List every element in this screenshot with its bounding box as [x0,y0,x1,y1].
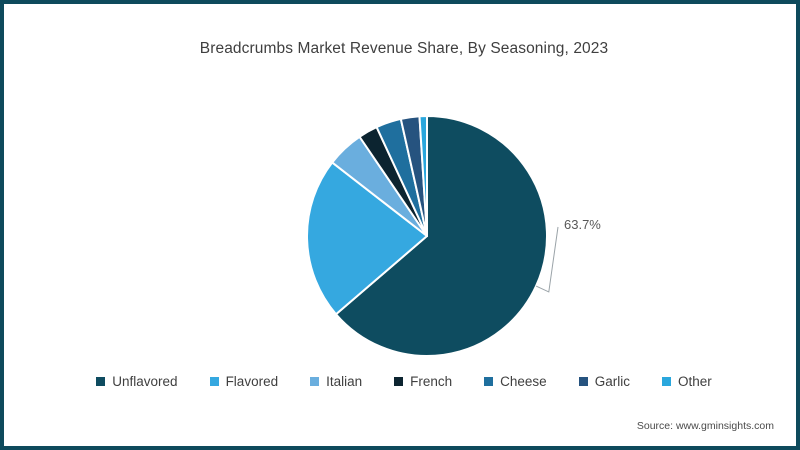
legend-item-flavored[interactable]: Flavored [209,374,279,389]
legend-swatch-icon [484,377,494,386]
source-note: Source: www.gminsights.com [636,420,774,432]
legend-item-unflavored[interactable]: Unflavored [96,374,178,389]
pie-slice-group [306,115,548,357]
legend-item-french[interactable]: French [394,374,452,389]
pie-slice-flavored[interactable] [306,161,428,316]
legend-item-garlic[interactable]: Garlic [578,374,630,389]
legend-item-label: Flavored [225,374,279,389]
legend-item-label: Other [677,374,712,389]
legend-swatch-icon [394,377,404,386]
legend-item-italian[interactable]: Italian [310,374,362,389]
chart-canvas: Breadcrumbs Market Revenue Share, By Sea… [4,4,796,446]
pie-chart-plot-area: 63.7% [4,4,796,446]
leader-line-unflavored [535,226,559,293]
chart-legend: Unflavored Flavored Italian French Cheese Gar… [4,374,796,389]
legend-item-label: Cheese [500,374,547,389]
legend-item-label: French [410,374,453,389]
legend-item-label: Italian [326,374,363,389]
legend-swatch-icon [96,377,106,386]
legend-item-other[interactable]: Other [661,374,712,389]
legend-swatch-icon [578,377,588,386]
leader-line-group [535,226,559,293]
legend-item-label: Unflavored [112,374,178,389]
legend-swatch-icon [209,377,219,386]
data-label-unflavored: 63.7% [564,217,601,232]
legend-swatch-icon [310,377,320,386]
legend-swatch-icon [661,377,671,386]
pie-chart-svg [306,115,559,357]
page-title: Breadcrumbs Market Revenue Share, By Sea… [199,40,609,57]
pie-slice-other[interactable] [418,115,428,237]
legend-item-cheese[interactable]: Cheese [484,374,547,389]
pie-slice-unflavored[interactable] [335,115,548,357]
legend-item-label: Garlic [594,374,630,389]
